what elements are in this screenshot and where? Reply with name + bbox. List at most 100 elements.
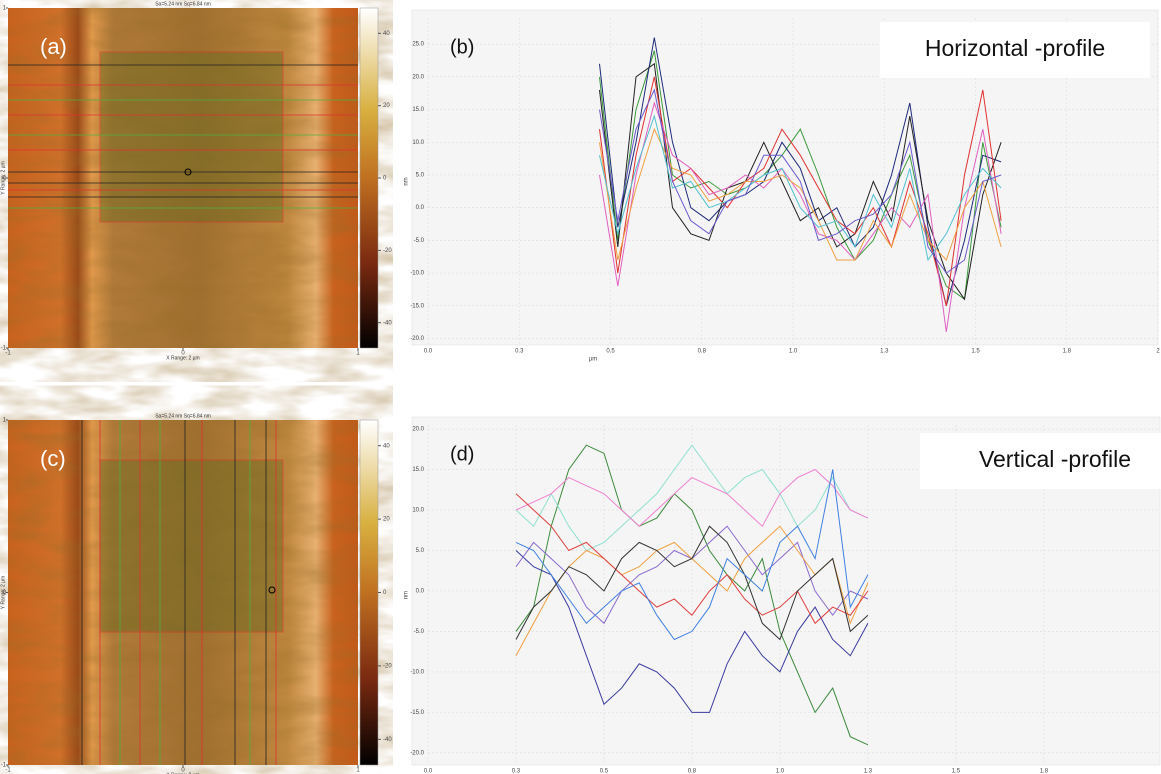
profile-line — [599, 76, 1002, 306]
x-tick-label: 1.5 — [952, 769, 961, 774]
profile-line — [599, 88, 1002, 274]
y-tick-label: -20.0 — [410, 750, 424, 756]
profile-line — [515, 444, 869, 746]
marker — [268, 586, 276, 594]
x-tick-label: 0.8 — [688, 769, 697, 774]
profile-line — [599, 114, 1002, 262]
profile-line — [515, 468, 869, 528]
colorbar-tick-label: 40 — [383, 443, 390, 449]
caption: Sa=5.24 nm Sq=6.84 nm — [155, 413, 211, 419]
x-tick-label: 0.5 — [606, 349, 615, 355]
profile-line — [599, 101, 1002, 332]
profile-line — [515, 444, 869, 552]
x-tick-label: 1 — [356, 351, 360, 357]
x-tick-label: 0 — [181, 768, 185, 774]
y-tick-label: -10.0 — [410, 271, 424, 277]
y-axis-label: Y Range: 2 µm — [0, 161, 6, 194]
title-box — [920, 433, 1161, 489]
y-tick-label: 5.0 — [416, 173, 425, 179]
x-tick-label: 0.0 — [424, 769, 433, 774]
panel-label: (a) — [40, 34, 67, 59]
x-tick-label: 1.5 — [971, 349, 980, 355]
y-tick-label: 1 — [3, 418, 7, 424]
x-tick-label: -1 — [5, 351, 11, 357]
x-tick-label: 1.0 — [789, 349, 798, 355]
y-tick-label: -5.0 — [414, 238, 425, 244]
colorbar-tick-label: -20 — [383, 663, 392, 669]
x-tick-label: 1.3 — [880, 349, 889, 355]
roi — [99, 51, 284, 223]
x-tick-label: -1 — [5, 768, 11, 774]
y-tick-label: -1 — [1, 763, 7, 769]
x-tick-label: 0.3 — [515, 349, 524, 355]
colorbar — [359, 7, 379, 349]
profile-line — [515, 469, 869, 641]
roi — [99, 459, 284, 633]
y-tick-label: 15.0 — [412, 467, 424, 473]
afm-texture — [8, 420, 358, 765]
y-tick-label: -5.0 — [414, 629, 425, 635]
x-tick-label: 1 — [356, 768, 360, 774]
profile-line — [515, 493, 869, 625]
colorbar-tick-label: 0 — [383, 590, 387, 596]
profile-line — [599, 127, 1002, 261]
colorbar-tick-label: -20 — [383, 248, 392, 254]
afm-image-c: (c) — [8, 420, 358, 765]
chart-title: Horizontal -profile — [925, 35, 1105, 61]
x-axis-label: X Range: 2 µm — [166, 355, 199, 361]
afm-image-a: (a) — [8, 8, 358, 348]
y-tick-label: 0.0 — [416, 589, 425, 595]
y-tick-label: -20.0 — [410, 336, 424, 342]
colorbar-tick-label: -40 — [383, 737, 392, 743]
y-tick-label: -10.0 — [410, 669, 424, 675]
y-tick-label: 1 — [3, 6, 7, 12]
y-tick-label: 10.0 — [412, 140, 424, 146]
y-tick-label: 15.0 — [412, 107, 424, 113]
profile-line — [599, 37, 1002, 306]
y-tick-label: -1 — [1, 346, 7, 352]
panel-label: (d) — [450, 443, 474, 465]
y-tick-label: 10.0 — [412, 508, 424, 514]
x-axis-label: X Range: 2 µm — [166, 772, 199, 774]
marker — [184, 168, 192, 176]
y-tick-label: 20.0 — [412, 427, 424, 433]
panel-label: (c) — [40, 446, 66, 471]
profile-lines — [81, 420, 277, 765]
y-tick-label: 0 — [3, 176, 7, 182]
x-tick-label: 0.5 — [600, 769, 609, 774]
x-tick-label: 1.0 — [776, 769, 785, 774]
profile-line — [515, 525, 869, 641]
chart-title: Vertical -profile — [979, 446, 1131, 472]
colorbar — [359, 419, 379, 766]
x-tick-label: 0.3 — [512, 769, 521, 774]
colorbar-tick-label: 0 — [383, 176, 387, 182]
x-axis-label: µm — [589, 357, 597, 363]
colorbar-tick-label: 20 — [383, 517, 390, 523]
title-box — [880, 22, 1150, 78]
y-axis-label: Y Range: 2 µm — [0, 576, 6, 609]
x-tick-label: 1.8 — [1063, 349, 1072, 355]
y-tick-label: -15.0 — [410, 303, 424, 309]
x-tick-label: 1.8 — [1040, 769, 1049, 774]
x-tick-label: 2 — [1156, 349, 1160, 355]
y-tick-label: 20.0 — [412, 74, 424, 80]
x-tick-label: 1.3 — [864, 769, 873, 774]
y-tick-label: 0 — [3, 590, 7, 596]
y-tick-label: 0.0 — [416, 205, 425, 211]
panel-label: (b) — [450, 36, 474, 58]
profile-lines — [8, 64, 358, 209]
caption: Sa=5.24 nm Sq=6.84 nm — [155, 1, 211, 7]
colorbar-tick-label: -40 — [383, 320, 392, 326]
x-tick-label: 0 — [181, 351, 185, 357]
y-tick-label: 5.0 — [416, 548, 425, 554]
x-tick-label: 0.0 — [424, 349, 433, 355]
x-tick-label: 0.8 — [698, 349, 707, 355]
y-tick-label: 25.0 — [412, 42, 424, 48]
y-tick-label: -15.0 — [410, 710, 424, 716]
colorbar-tick-label: 20 — [383, 103, 390, 109]
y-axis-label: nm — [404, 177, 410, 185]
y-axis-label: nm — [404, 591, 410, 599]
colorbar-tick-label: 40 — [383, 31, 390, 37]
profile-line — [515, 550, 869, 713]
